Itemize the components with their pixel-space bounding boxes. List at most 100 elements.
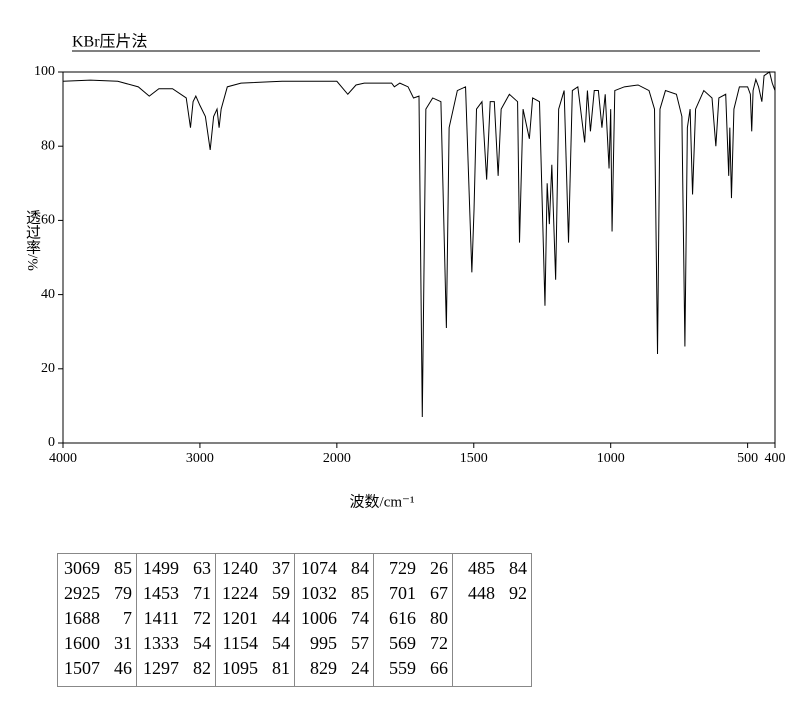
peak-wavenumber: 1411 bbox=[143, 608, 179, 628]
peak-entry: 1074 84 bbox=[299, 556, 369, 581]
peak-entry: 1006 74 bbox=[299, 606, 369, 631]
peak-entry: 1600 31 bbox=[62, 631, 132, 656]
peak-entry: 1240 37 bbox=[220, 556, 290, 581]
peak-transmittance: 74 bbox=[351, 608, 369, 628]
y-tick-label: 0 bbox=[48, 435, 55, 450]
peak-wavenumber: 3069 bbox=[64, 558, 100, 578]
peak-wavenumber: 2925 bbox=[64, 583, 100, 603]
peak-wavenumber: 1224 bbox=[222, 583, 258, 603]
peak-wavenumber: 701 bbox=[389, 583, 416, 603]
y-tick-label: 100 bbox=[34, 64, 55, 79]
peak-transmittance: 37 bbox=[272, 558, 290, 578]
peak-transmittance: 57 bbox=[351, 633, 369, 653]
peak-transmittance: 71 bbox=[193, 583, 211, 603]
peak-column: 3069 85 2925 79 1688 7 1600 31 1507 46 bbox=[57, 553, 137, 687]
peak-wavenumber: 1507 bbox=[64, 658, 100, 678]
peak-transmittance: 72 bbox=[193, 608, 211, 628]
peak-wavenumber: 569 bbox=[389, 633, 416, 653]
peak-wavenumber: 1074 bbox=[301, 558, 337, 578]
peak-entry: 995 57 bbox=[299, 631, 369, 656]
peak-transmittance: 66 bbox=[430, 658, 448, 678]
peak-wavenumber: 1499 bbox=[143, 558, 179, 578]
peak-wavenumber: 1453 bbox=[143, 583, 179, 603]
x-tick-label: 400 bbox=[765, 451, 786, 466]
peak-transmittance: 67 bbox=[430, 583, 448, 603]
peak-transmittance: 44 bbox=[272, 608, 290, 628]
peak-entry: 729 26 bbox=[378, 556, 448, 581]
peak-entry: 1201 44 bbox=[220, 606, 290, 631]
peak-transmittance: 46 bbox=[114, 658, 132, 678]
peak-wavenumber: 1006 bbox=[301, 608, 337, 628]
plot-frame bbox=[62, 71, 776, 444]
peak-wavenumber: 1240 bbox=[222, 558, 258, 578]
y-tick-label: 60 bbox=[41, 213, 55, 228]
peak-transmittance: 81 bbox=[272, 658, 290, 678]
peak-entry: 701 67 bbox=[378, 581, 448, 606]
peak-transmittance: 54 bbox=[193, 633, 211, 653]
peak-transmittance: 82 bbox=[193, 658, 211, 678]
peak-transmittance: 80 bbox=[430, 608, 448, 628]
chart-title: KBr压片法 bbox=[72, 33, 148, 51]
peak-entry: 485 84 bbox=[457, 556, 527, 581]
peak-entry: 3069 85 bbox=[62, 556, 132, 581]
y-tick-label: 20 bbox=[41, 361, 55, 376]
peak-transmittance: 85 bbox=[114, 558, 132, 578]
x-tick-label: 1000 bbox=[597, 451, 625, 466]
peak-transmittance: 31 bbox=[114, 633, 132, 653]
peak-entry: 616 80 bbox=[378, 606, 448, 631]
peak-entry: 569 72 bbox=[378, 631, 448, 656]
y-axis-label: 透过率/% bbox=[24, 209, 41, 271]
y-tick-label: 80 bbox=[41, 138, 55, 153]
peak-wavenumber: 1032 bbox=[301, 583, 337, 603]
x-tick-label: 3000 bbox=[186, 451, 214, 466]
spectrum-line bbox=[62, 71, 776, 418]
peak-wavenumber: 448 bbox=[468, 583, 495, 603]
peak-entry: 448 92 bbox=[457, 581, 527, 606]
peak-entry: 1297 82 bbox=[141, 656, 211, 681]
peak-wavenumber: 485 bbox=[468, 558, 495, 578]
peak-transmittance: 59 bbox=[272, 583, 290, 603]
peak-wavenumber: 1688 bbox=[64, 608, 100, 628]
peak-transmittance: 84 bbox=[509, 558, 527, 578]
peak-column: 1240 37 1224 59 1201 44 1154 54 1095 81 bbox=[215, 553, 295, 687]
peak-entry: 1688 7 bbox=[62, 606, 132, 631]
peak-entry: 1154 54 bbox=[220, 631, 290, 656]
peak-wavenumber: 1600 bbox=[64, 633, 100, 653]
x-tick-label: 500 bbox=[737, 451, 758, 466]
peak-column: 1499 63 1453 71 1411 72 1333 54 1297 82 bbox=[136, 553, 216, 687]
peak-transmittance: 54 bbox=[272, 633, 290, 653]
peak-entry: 1224 59 bbox=[220, 581, 290, 606]
peak-transmittance: 72 bbox=[430, 633, 448, 653]
peak-entry: 1032 85 bbox=[299, 581, 369, 606]
peak-transmittance: 7 bbox=[123, 608, 132, 628]
peak-wavenumber: 1333 bbox=[143, 633, 179, 653]
x-axis-label: 波数/cm⁻¹ bbox=[350, 493, 415, 510]
peak-entry: 1499 63 bbox=[141, 556, 211, 581]
peak-transmittance: 26 bbox=[430, 558, 448, 578]
peak-entry: 829 24 bbox=[299, 656, 369, 681]
peak-wavenumber: 559 bbox=[389, 658, 416, 678]
peak-wavenumber: 1095 bbox=[222, 658, 258, 678]
x-tick-label: 2000 bbox=[323, 451, 351, 466]
peak-wavenumber: 1201 bbox=[222, 608, 258, 628]
peak-transmittance: 92 bbox=[509, 583, 527, 603]
x-tick-label: 4000 bbox=[49, 451, 77, 466]
peak-entry: 1333 54 bbox=[141, 631, 211, 656]
peak-transmittance: 79 bbox=[114, 583, 132, 603]
y-tick-label: 40 bbox=[41, 287, 55, 302]
peak-column: 485 84 448 92 bbox=[452, 553, 532, 687]
peak-entry: 1453 71 bbox=[141, 581, 211, 606]
peak-entry: 1095 81 bbox=[220, 656, 290, 681]
chart: KBr压片法 波数/cm⁻¹ 透过率/% 0 20 40 60 80 100 4000 300… bbox=[24, 33, 786, 511]
peak-transmittance: 63 bbox=[193, 558, 211, 578]
peak-entry: 559 66 bbox=[378, 656, 448, 681]
peak-wavenumber: 1154 bbox=[222, 633, 258, 653]
peak-table: 3069 85 2925 79 1688 7 1600 31 1507 46 1499 63 1453 7… bbox=[57, 553, 532, 687]
peak-column: 729 26 701 67 616 80 569 72 559 66 bbox=[373, 553, 453, 687]
peak-transmittance: 85 bbox=[351, 583, 369, 603]
peak-wavenumber: 995 bbox=[310, 633, 337, 653]
peak-entry: 1507 46 bbox=[62, 656, 132, 681]
peak-transmittance: 84 bbox=[351, 558, 369, 578]
peak-column: 1074 84 1032 85 1006 74 995 57 829 24 bbox=[294, 553, 374, 687]
peak-transmittance: 24 bbox=[351, 658, 369, 678]
